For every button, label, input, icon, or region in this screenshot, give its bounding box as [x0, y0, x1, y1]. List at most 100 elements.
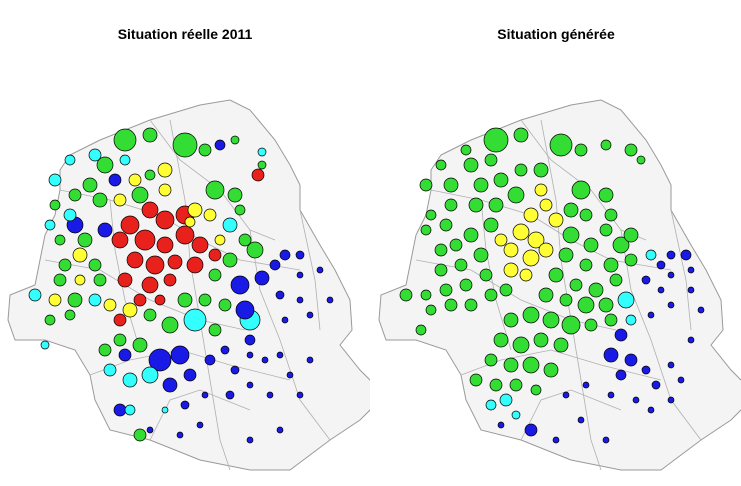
district-bubble [667, 301, 675, 309]
district-bubble [468, 197, 484, 213]
district-bubble [96, 156, 114, 174]
district-bubble [483, 127, 509, 153]
district-bubble [122, 302, 138, 318]
map-title-left: Situation réelle 2011 [117, 26, 253, 42]
district-bubble [522, 356, 540, 374]
district-bubble [88, 293, 102, 307]
district-bubble [111, 231, 129, 249]
bubbles-right [399, 127, 705, 444]
map-panel-right: Situation générée [371, 0, 741, 486]
district-bubble [234, 204, 246, 216]
district-bubble [183, 368, 197, 382]
district-bubble [666, 250, 676, 260]
district-bubble [68, 188, 82, 202]
district-bubble [651, 380, 661, 390]
district-bubble [279, 249, 291, 261]
district-bubble [103, 363, 117, 377]
district-bubble [120, 215, 140, 235]
district-bubble [489, 378, 503, 392]
district-bubble [142, 127, 158, 143]
map-title-right: Situation générée [497, 26, 615, 42]
district-bubble [296, 271, 304, 279]
district-bubble [205, 180, 225, 200]
district-bubble [657, 286, 665, 294]
district-bubble [562, 226, 580, 244]
district-bubble [157, 162, 173, 178]
district-bubble [170, 345, 190, 365]
district-bubble [64, 154, 76, 166]
district-bubble [443, 177, 459, 193]
district-bubble [161, 406, 169, 414]
district-bubble [141, 201, 159, 219]
district-bubble [113, 193, 127, 207]
district-bubble [306, 356, 314, 364]
district-bubble [54, 234, 66, 246]
district-bubble [222, 217, 238, 233]
district-bubble [577, 296, 595, 314]
district-bubble [93, 273, 107, 287]
district-bubble [484, 353, 498, 367]
district-bubble [184, 216, 196, 228]
district-bubble [276, 426, 284, 434]
district-bubble [132, 337, 148, 353]
district-bubble [603, 347, 619, 363]
district-bubble [131, 186, 149, 204]
district-bubble [522, 249, 540, 267]
district-bubble [122, 372, 138, 388]
district-bubble [238, 233, 252, 247]
district-bubble [399, 288, 413, 302]
district-bubble [246, 241, 264, 259]
district-bubble [563, 202, 579, 218]
district-bubble [519, 268, 533, 282]
district-bubble [463, 157, 479, 173]
district-bubble [539, 198, 553, 212]
district-bubble [503, 357, 519, 373]
district-bubble [48, 173, 62, 187]
district-bubble [306, 311, 314, 319]
district-bubble [420, 224, 432, 236]
district-bubble [113, 128, 137, 152]
district-bubble [552, 436, 560, 444]
district-bubble [469, 373, 483, 387]
district-bubble [133, 428, 147, 442]
district-bubble [562, 391, 570, 399]
district-bubble [511, 410, 521, 420]
district-bubble [584, 318, 598, 332]
district-bubble [128, 173, 142, 187]
district-bubble [208, 268, 222, 282]
district-bubble [275, 290, 285, 300]
district-bubble [579, 208, 593, 222]
district-bubble [201, 391, 209, 399]
district-bubble [198, 143, 212, 157]
district-bubble [434, 243, 448, 257]
district-bubble [604, 313, 618, 327]
district-bubble [667, 396, 675, 404]
district-bubble [527, 231, 545, 249]
district-bubble [499, 393, 513, 407]
district-bubble [92, 192, 108, 208]
district-bubble [624, 143, 638, 157]
district-bubble [208, 248, 222, 262]
district-bubble [261, 356, 269, 364]
district-bubble [196, 421, 204, 429]
district-bubble [636, 155, 646, 165]
district-bubble [513, 127, 529, 143]
district-bubble [533, 162, 549, 178]
district-bubble [276, 351, 284, 359]
district-bubble [602, 436, 610, 444]
district-bubble [548, 267, 564, 283]
district-bubble [144, 169, 156, 181]
district-bubble [108, 173, 122, 187]
district-bubble [574, 143, 588, 157]
district-bubble [697, 306, 705, 314]
district-bubble [227, 187, 243, 203]
district-bubble [117, 272, 133, 288]
district-bubble [615, 369, 627, 381]
district-bubble [146, 426, 154, 434]
district-bubble [133, 293, 147, 307]
district-bubble [119, 154, 131, 166]
district-bubble [523, 207, 539, 223]
district-bubble [449, 238, 463, 252]
district-bubble [230, 365, 240, 375]
district-bubble [141, 366, 159, 384]
